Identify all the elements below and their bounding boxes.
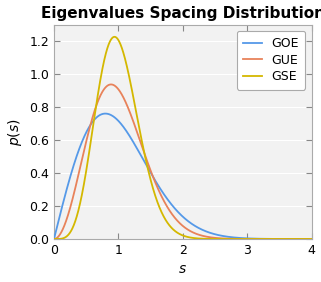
- GSE: [302, 237, 306, 241]
- GOE: [302, 237, 306, 241]
- GUE: [302, 237, 306, 241]
- GUE: [52, 237, 56, 241]
- GOE: [52, 237, 56, 241]
- GUE: [302, 237, 306, 241]
- X-axis label: $s$: $s$: [178, 263, 187, 276]
- GSE: [65, 234, 69, 238]
- GSE: [309, 237, 313, 241]
- GOE: [302, 237, 306, 241]
- GOE: [103, 112, 107, 115]
- Y-axis label: $p(s)$: $p(s)$: [5, 118, 23, 146]
- GOE: [178, 212, 181, 215]
- Legend: GOE, GUE, GSE: GOE, GUE, GSE: [237, 31, 305, 90]
- GOE: [255, 237, 259, 240]
- GOE: [170, 204, 174, 207]
- GUE: [170, 213, 174, 217]
- Title: Eigenvalues Spacing Distribution: Eigenvalues Spacing Distribution: [41, 6, 321, 21]
- GUE: [309, 237, 313, 241]
- GSE: [302, 237, 306, 241]
- GOE: [65, 186, 69, 190]
- GSE: [255, 237, 259, 241]
- GSE: [170, 227, 174, 230]
- Line: GOE: GOE: [54, 114, 311, 239]
- GSE: [178, 232, 181, 235]
- GUE: [255, 237, 259, 241]
- GUE: [109, 83, 113, 86]
- GOE: [309, 237, 313, 241]
- Line: GSE: GSE: [54, 37, 311, 239]
- GUE: [65, 216, 69, 220]
- Line: GUE: GUE: [54, 84, 311, 239]
- GSE: [113, 35, 117, 39]
- GUE: [178, 221, 181, 224]
- GSE: [52, 237, 56, 241]
